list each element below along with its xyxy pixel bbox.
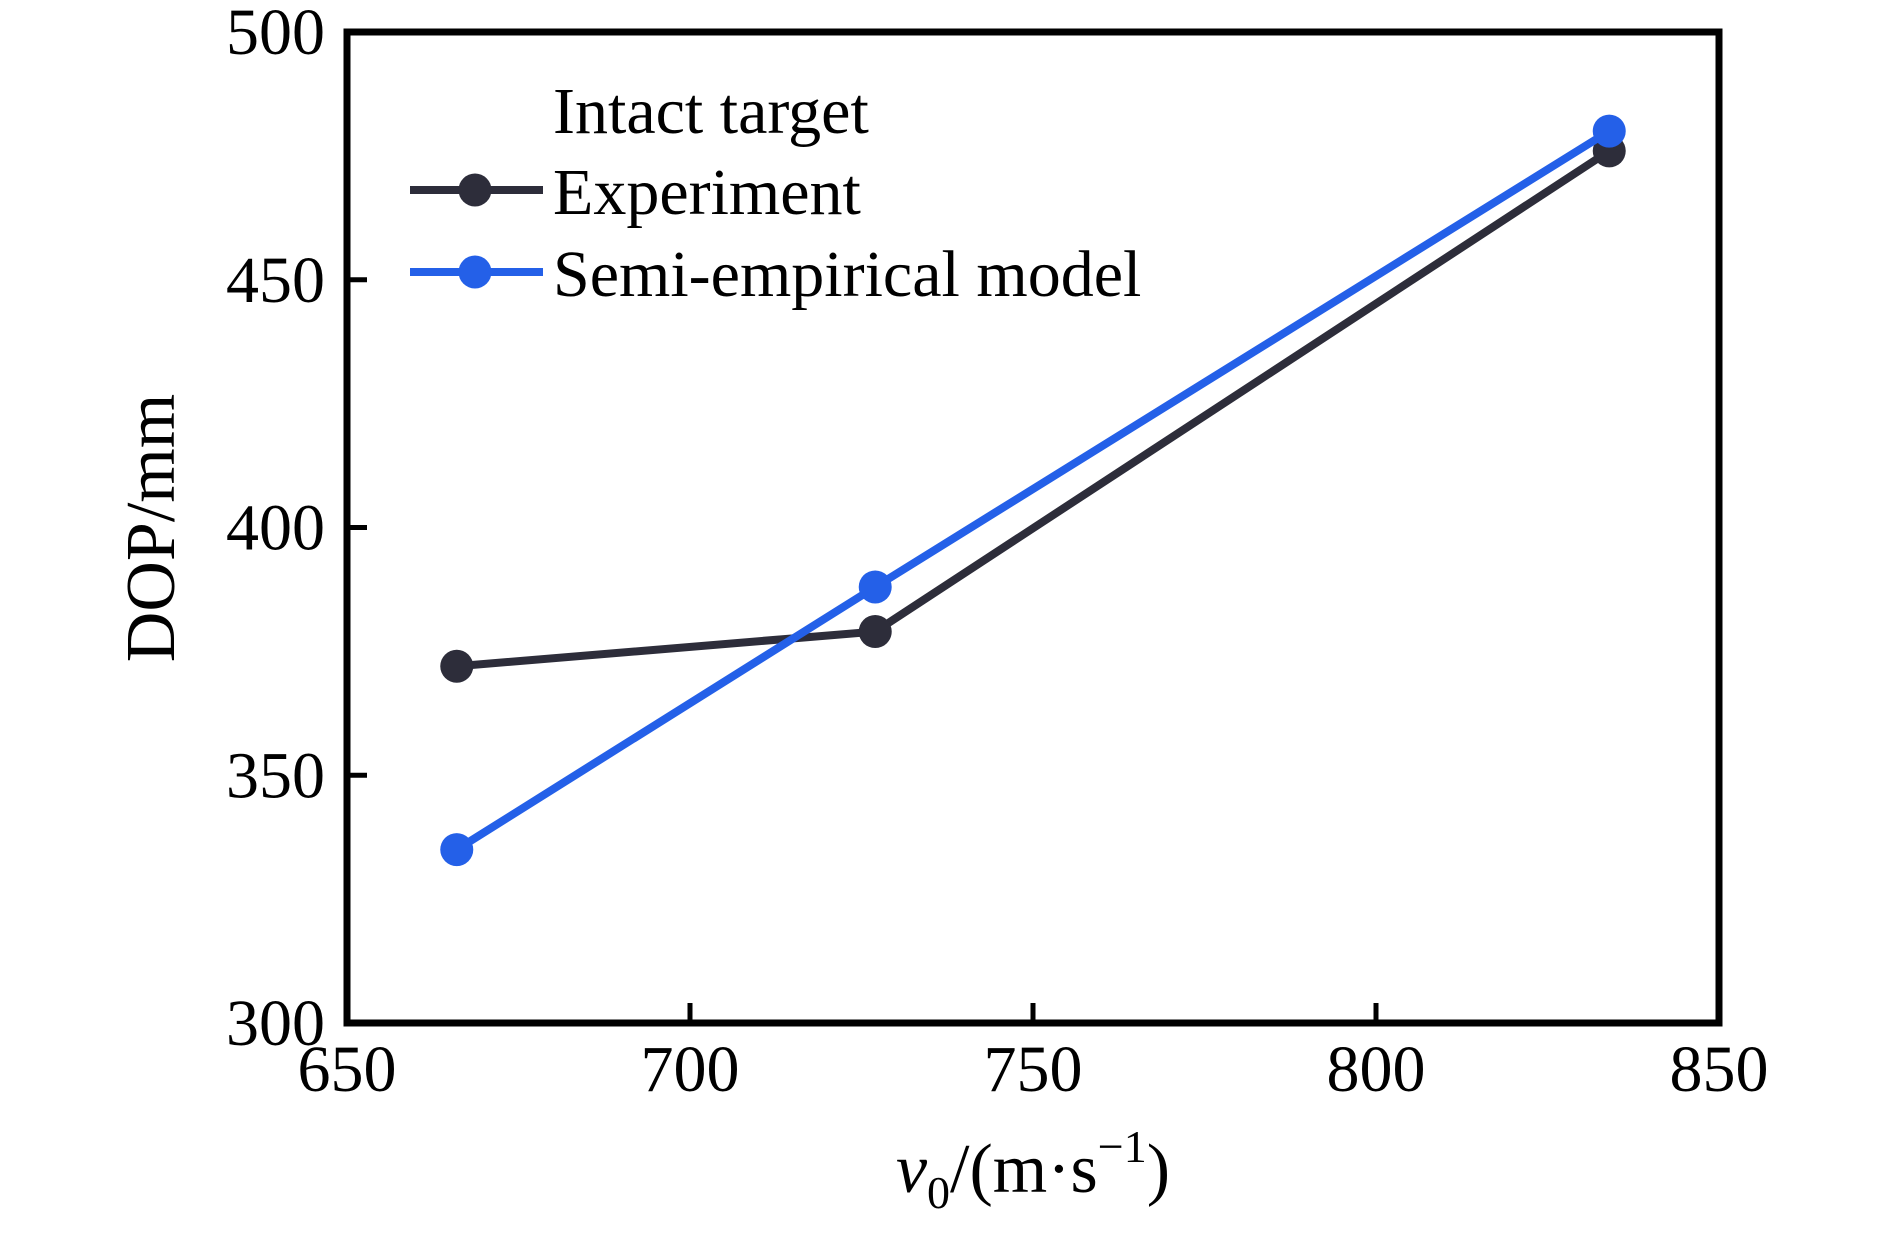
data-point-marker xyxy=(440,649,474,683)
x-axis-title-superscript: −1 xyxy=(1098,1121,1147,1172)
legend-label-experiment: Experiment xyxy=(553,156,861,229)
x-axis-title-units: /(m·s xyxy=(950,1131,1098,1208)
x-axis: 650 700 750 800 850 xyxy=(298,1003,1769,1106)
data-point-marker xyxy=(858,570,892,604)
series-experiment xyxy=(440,134,1626,683)
x-axis-title-close-paren: ) xyxy=(1147,1131,1170,1208)
x-tick-label: 700 xyxy=(641,1033,740,1106)
x-tick-label: 750 xyxy=(984,1033,1083,1106)
y-tick-label: 400 xyxy=(226,492,325,565)
data-point-marker xyxy=(440,833,474,867)
series-layer xyxy=(440,114,1626,867)
x-axis-title-variable: v xyxy=(896,1131,928,1208)
legend-marker-semi-empirical xyxy=(458,255,492,289)
y-axis: 300 350 400 450 500 xyxy=(226,0,367,1060)
legend: Intact target Experiment Semi-empirical … xyxy=(410,75,1141,311)
data-point-marker xyxy=(1592,114,1626,148)
x-tick-label: 850 xyxy=(1670,1033,1769,1106)
x-axis-title-subscript: 0 xyxy=(927,1167,950,1218)
legend-item-semi-empirical-model: Semi-empirical model xyxy=(410,238,1141,311)
y-axis-title: DOP/mm xyxy=(113,394,190,662)
legend-label-semi-empirical: Semi-empirical model xyxy=(553,238,1141,311)
series-semi-empirical-model xyxy=(440,114,1626,867)
plot-frame xyxy=(343,28,1723,1027)
y-tick-label: 350 xyxy=(226,739,325,812)
x-tick-label: 800 xyxy=(1327,1033,1426,1106)
y-tick-label: 500 xyxy=(226,0,325,69)
legend-item-experiment: Experiment xyxy=(410,156,861,229)
data-point-marker xyxy=(858,615,892,649)
x-tick-label: 650 xyxy=(298,1033,397,1106)
y-tick-label: 450 xyxy=(226,244,325,317)
y-tick-label: 300 xyxy=(226,987,325,1060)
x-axis-title: v0/(m·s−1) xyxy=(896,1121,1170,1218)
legend-marker-experiment xyxy=(458,173,492,207)
legend-title: Intact target xyxy=(553,75,869,148)
